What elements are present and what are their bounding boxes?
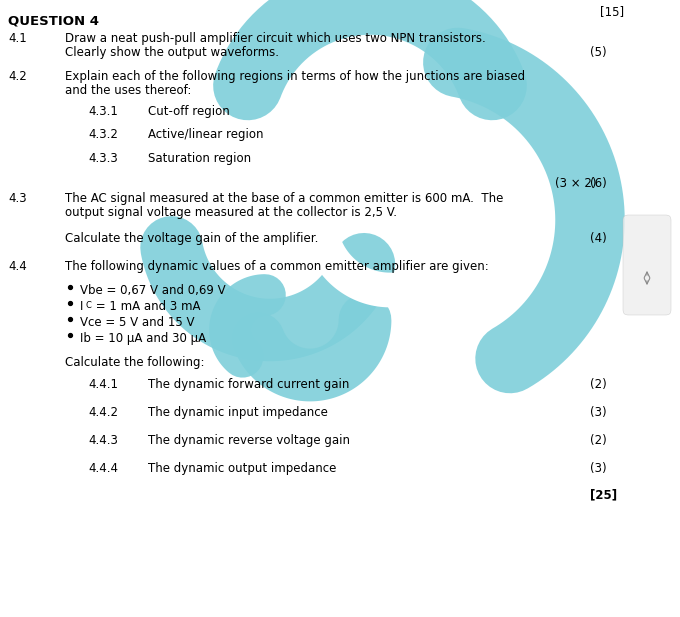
Text: Ib = 10 μA and 30 μA: Ib = 10 μA and 30 μA [80, 332, 206, 345]
Text: Vbe = 0,67 V and 0,69 V: Vbe = 0,67 V and 0,69 V [80, 284, 226, 297]
Text: (3): (3) [590, 406, 607, 419]
Text: (3): (3) [590, 462, 607, 475]
Text: Explain each of the following regions in terms of how the junctions are biased: Explain each of the following regions in… [65, 70, 525, 83]
Text: 4.4.1: 4.4.1 [88, 378, 118, 391]
Text: (3 × 2): (3 × 2) [555, 177, 596, 190]
Text: 4.3.2: 4.3.2 [88, 128, 118, 141]
Text: 4.3.1: 4.3.1 [88, 105, 118, 118]
FancyBboxPatch shape [623, 215, 671, 315]
Text: Draw a neat push-pull amplifier circuit which uses two NPN transistors.: Draw a neat push-pull amplifier circuit … [65, 32, 486, 45]
Text: (2): (2) [590, 378, 607, 391]
Text: The dynamic output impedance: The dynamic output impedance [148, 462, 337, 475]
Text: I: I [80, 300, 84, 313]
Text: The dynamic reverse voltage gain: The dynamic reverse voltage gain [148, 434, 350, 447]
Text: The dynamic forward current gain: The dynamic forward current gain [148, 378, 350, 391]
Text: 4.3: 4.3 [8, 192, 27, 205]
Text: (4): (4) [590, 232, 607, 245]
Text: Calculate the voltage gain of the amplifier.: Calculate the voltage gain of the amplif… [65, 232, 318, 245]
Text: 4.1: 4.1 [8, 32, 27, 45]
Text: Clearly show the output waveforms.: Clearly show the output waveforms. [65, 46, 279, 59]
Text: Vce = 5 V and 15 V: Vce = 5 V and 15 V [80, 316, 194, 329]
Text: Cut-off region: Cut-off region [148, 105, 230, 118]
Text: (2): (2) [590, 434, 607, 447]
Text: Saturation region: Saturation region [148, 152, 251, 165]
Text: 4.4.2: 4.4.2 [88, 406, 118, 419]
Text: 4.4: 4.4 [8, 260, 27, 273]
Text: 4.4.4: 4.4.4 [88, 462, 118, 475]
Text: 4.2: 4.2 [8, 70, 27, 83]
Text: (6): (6) [590, 177, 607, 190]
Text: 4.3.3: 4.3.3 [88, 152, 118, 165]
Text: [15]: [15] [600, 5, 624, 18]
Text: = 1 mA and 3 mA: = 1 mA and 3 mA [92, 300, 201, 313]
Text: Active/linear region: Active/linear region [148, 128, 264, 141]
Text: Calculate the following:: Calculate the following: [65, 356, 205, 369]
Text: C: C [85, 302, 91, 310]
Text: The AC signal measured at the base of a common emitter is 600 mA.  The: The AC signal measured at the base of a … [65, 192, 503, 205]
Text: QUESTION 4: QUESTION 4 [8, 14, 99, 27]
Text: and the uses thereof:: and the uses thereof: [65, 84, 191, 97]
Text: The following dynamic values of a common emitter amplifier are given:: The following dynamic values of a common… [65, 260, 489, 273]
Text: output signal voltage measured at the collector is 2,5 V.: output signal voltage measured at the co… [65, 206, 397, 219]
Text: [25]: [25] [590, 488, 617, 501]
Text: (5): (5) [590, 46, 607, 59]
Text: The dynamic input impedance: The dynamic input impedance [148, 406, 328, 419]
Text: 4.4.3: 4.4.3 [88, 434, 118, 447]
